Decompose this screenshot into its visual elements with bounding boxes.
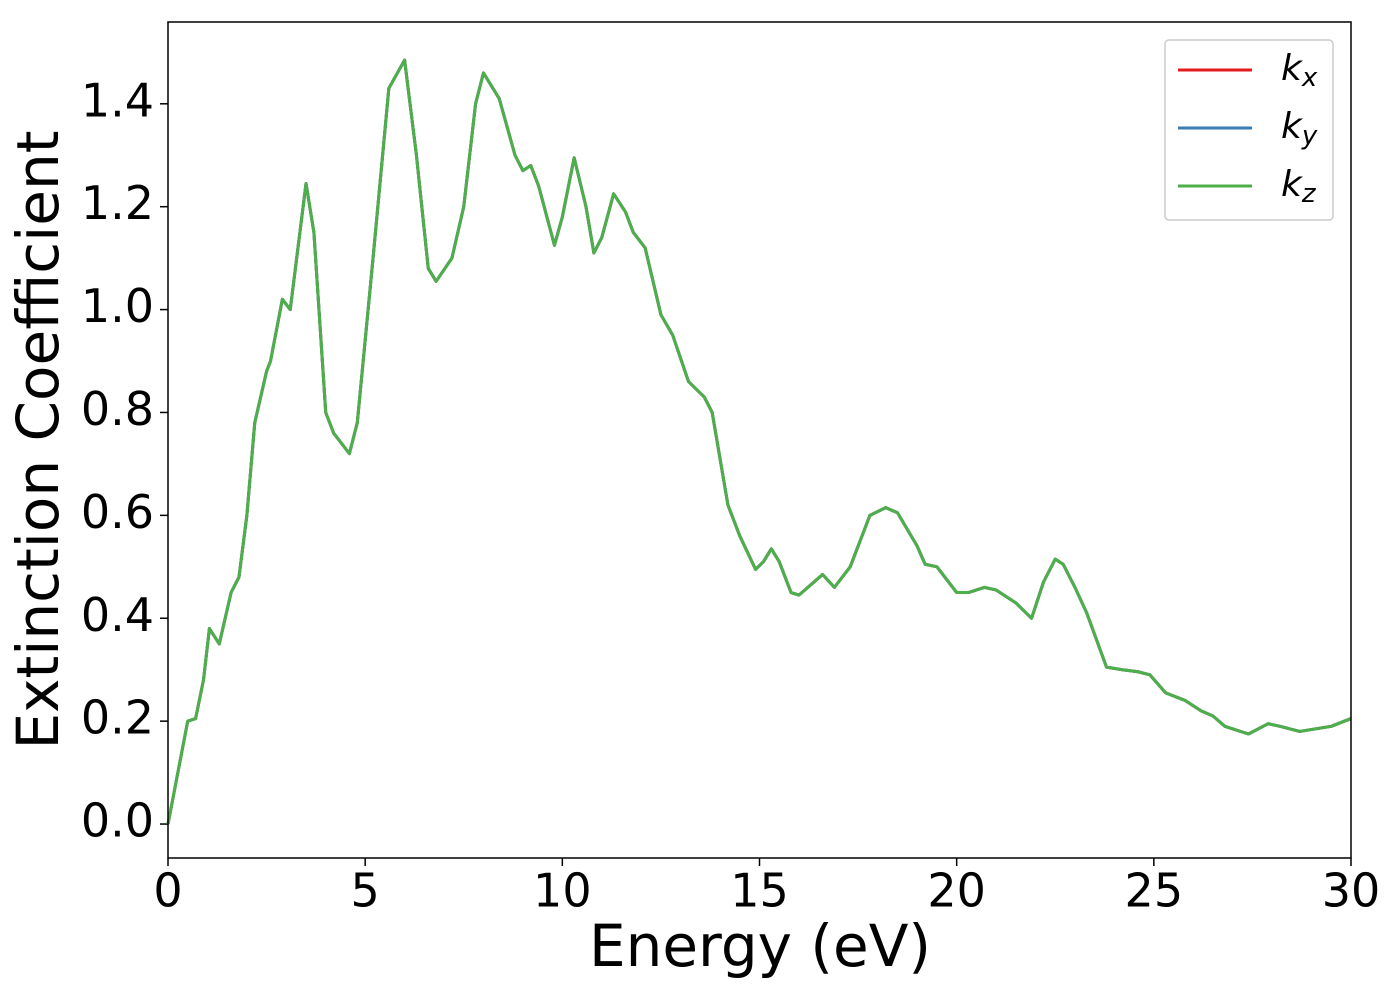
legend-label: ky <box>1281 106 1318 151</box>
x-tick-label: 5 <box>351 864 380 918</box>
y-tick-label: 1.2 <box>81 176 154 230</box>
plot-frame <box>167 21 1352 859</box>
y-tick-label: 1.0 <box>81 279 154 333</box>
x-tick-label: 0 <box>153 864 182 918</box>
x-tick-label: 10 <box>533 864 592 918</box>
y-axis-label: Extinction Coefficient <box>4 131 72 750</box>
x-axis-label: Energy (eV) <box>589 912 931 980</box>
x-tick-label: 20 <box>927 864 986 918</box>
y-tick-label: 0.4 <box>81 588 154 642</box>
y-tick-label: 1.4 <box>81 73 154 127</box>
legend-label: kz <box>1281 164 1317 209</box>
y-tick-label: 0.8 <box>81 382 154 436</box>
x-tick-label: 15 <box>730 864 789 918</box>
x-tick-label: 25 <box>1125 864 1184 918</box>
legend-label: kx <box>1281 48 1318 93</box>
y-tick-label: 0.2 <box>81 691 154 745</box>
x-tick-label: 30 <box>1322 864 1381 918</box>
legend-box <box>1164 39 1334 221</box>
y-tick-label: 0.0 <box>81 794 154 848</box>
y-tick-label: 0.6 <box>81 485 154 539</box>
line <box>166 58 1352 825</box>
